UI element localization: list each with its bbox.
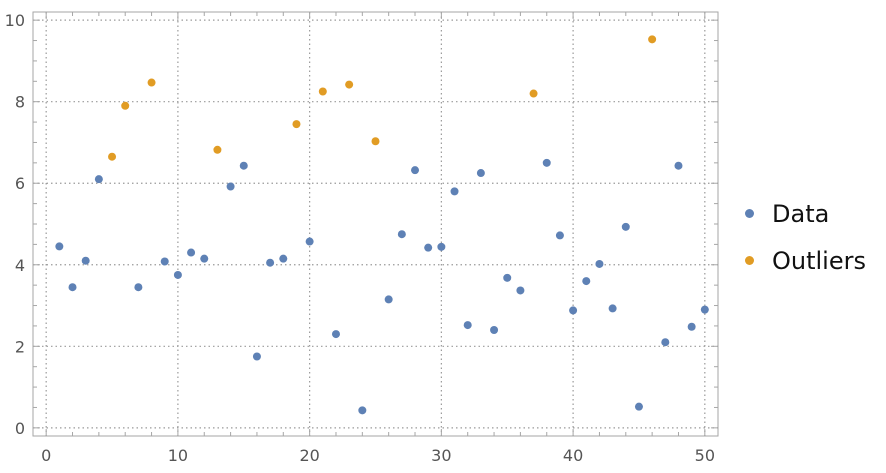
data-points xyxy=(55,35,709,415)
data-point xyxy=(463,321,472,330)
data-point xyxy=(384,295,393,304)
y-tick-label: 6 xyxy=(15,174,25,193)
legend: Data Outliers xyxy=(740,190,866,284)
data-point xyxy=(371,137,380,146)
data-point xyxy=(68,283,77,292)
x-tick-label: 40 xyxy=(563,446,583,465)
x-tick-label: 50 xyxy=(695,446,715,465)
data-point xyxy=(437,242,446,251)
data-point xyxy=(450,187,459,196)
x-tick-label: 30 xyxy=(431,446,451,465)
legend-label-outliers: Outliers xyxy=(772,246,866,275)
data-point xyxy=(108,152,117,161)
data-point xyxy=(621,222,630,231)
y-tick-label: 4 xyxy=(15,256,25,275)
data-point xyxy=(490,326,499,334)
data-point xyxy=(424,243,433,252)
series-outliers xyxy=(108,35,657,161)
data-point xyxy=(569,306,578,315)
data-point xyxy=(700,305,709,314)
data-point xyxy=(94,175,103,184)
data-point xyxy=(397,230,406,239)
plot-frame-rect xyxy=(32,11,719,437)
data-point xyxy=(331,330,340,339)
data-point xyxy=(252,352,261,361)
data-point xyxy=(55,242,64,251)
legend-label-data: Data xyxy=(772,199,830,228)
data-point xyxy=(634,402,643,411)
y-tick-label: 10 xyxy=(5,11,25,30)
legend-swatch-outliers xyxy=(745,256,754,265)
data-point xyxy=(595,259,604,268)
data-point xyxy=(239,161,248,170)
data-point xyxy=(279,254,288,263)
data-point xyxy=(266,258,275,267)
data-point xyxy=(121,101,130,110)
data-point xyxy=(582,277,591,286)
data-point xyxy=(503,273,512,282)
data-point xyxy=(305,237,314,246)
data-point xyxy=(345,80,354,89)
data-point xyxy=(687,322,696,331)
data-point xyxy=(674,161,683,170)
data-point xyxy=(516,286,525,295)
data-point xyxy=(134,283,143,292)
data-point xyxy=(358,406,367,415)
tick-labels: 0 10 20 30 40 50 0 2 4 6 8 10 xyxy=(5,11,715,465)
data-point xyxy=(81,256,90,265)
data-point xyxy=(292,120,301,129)
data-point xyxy=(555,231,564,240)
data-point xyxy=(648,35,657,44)
data-point xyxy=(213,145,222,154)
data-point xyxy=(476,169,485,178)
data-point xyxy=(318,87,327,96)
x-tick-label: 20 xyxy=(299,446,319,465)
plot-frame xyxy=(32,11,719,437)
x-tick-label: 10 xyxy=(168,446,188,465)
legend-item-outliers: Outliers xyxy=(740,237,866,284)
data-point xyxy=(542,158,551,167)
y-tick-label: 0 xyxy=(15,419,25,438)
axis-ticks xyxy=(33,12,718,436)
legend-swatch-data xyxy=(745,209,754,218)
legend-item-data: Data xyxy=(740,190,866,237)
grid xyxy=(33,12,718,436)
data-point xyxy=(661,338,670,347)
y-tick-label: 2 xyxy=(15,337,25,356)
data-point xyxy=(608,304,617,313)
data-point xyxy=(529,89,538,98)
data-point xyxy=(187,248,196,257)
y-tick-label: 8 xyxy=(15,93,25,112)
x-tick-label: 0 xyxy=(41,446,51,465)
data-point xyxy=(173,270,182,279)
data-point xyxy=(411,166,420,175)
data-point xyxy=(160,257,169,266)
data-point xyxy=(147,78,156,87)
data-point xyxy=(226,182,235,191)
data-point xyxy=(200,254,209,263)
series-data xyxy=(55,158,709,415)
